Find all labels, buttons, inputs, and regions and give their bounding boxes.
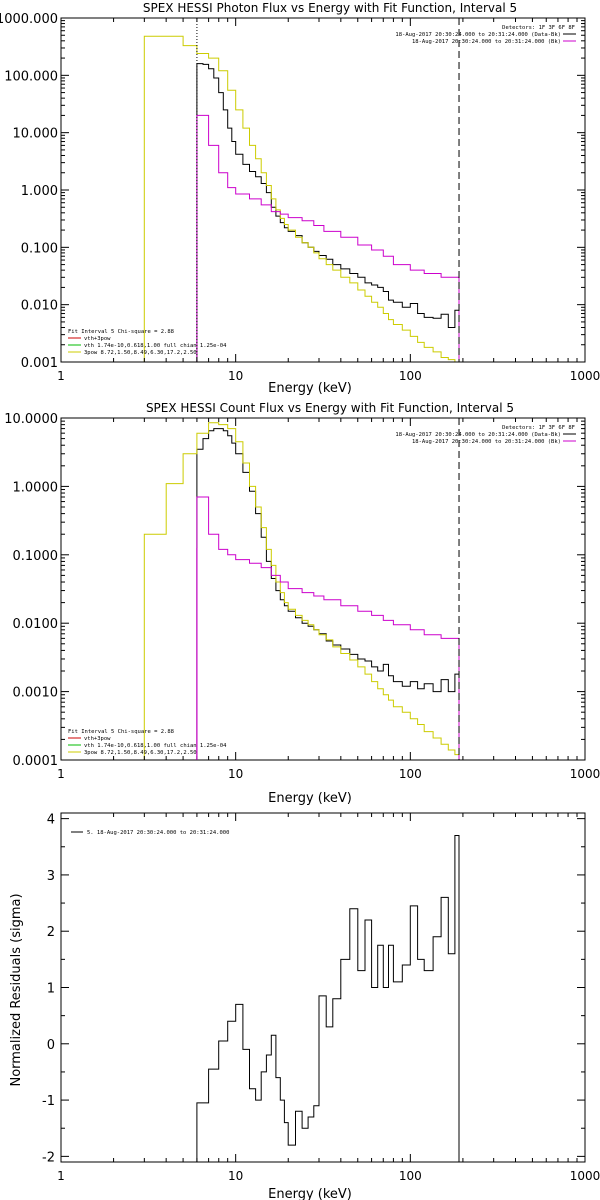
photon-flux-xtick-label: 1000 — [570, 369, 600, 383]
photon-flux-panel: SPEX HESSI Photon Flux vs Energy with Fi… — [0, 1, 600, 396]
residuals-ylabel: Normalized Residuals (sigma) — [9, 893, 24, 1086]
legend-data-bk-label: 18-Aug-2017 20:30:24.000 to 20:31:24.000… — [395, 432, 561, 438]
residuals-ytick-label: 3 — [47, 869, 55, 884]
legend-data-bk-label: 18-Aug-2017 20:30:24.000 to 20:31:24.000… — [395, 32, 561, 38]
count-flux-series-1 — [143, 422, 471, 761]
count-flux-panel: SPEX HESSI Count Flux vs Energy with Fit… — [4, 401, 600, 806]
photon-flux-legend-top: Detectors: 1F 3F 6F 8F 18-Aug-2017 20:30… — [395, 25, 576, 45]
photon-flux-series-0 — [196, 63, 460, 362]
photon-flux-series-1 — [143, 35, 459, 363]
count-flux-ytick-label: 0.1000 — [13, 549, 59, 564]
photon-flux-xtick-label: 1 — [57, 369, 65, 383]
photon-flux-series-2 — [196, 114, 460, 362]
photon-flux-ytick-label: 10.000 — [13, 127, 59, 142]
count-flux-plot-frame — [60, 417, 586, 761]
detectors-text: Detectors: 1F 3F 6F 8F — [502, 25, 575, 31]
count-flux-xtick-label: 100 — [399, 767, 422, 781]
count-flux-series-2 — [196, 496, 460, 760]
count-flux-xlabel: Energy (keV) — [268, 791, 352, 806]
residuals-xtick-label: 1000 — [570, 1169, 600, 1183]
count-flux-legend-top: Detectors: 1F 3F 6F 8F 18-Aug-2017 20:30… — [395, 425, 576, 445]
count-flux-ytick-label: 0.0100 — [13, 617, 59, 632]
photon-flux-title: SPEX HESSI Photon Flux vs Energy with Fi… — [143, 1, 517, 15]
photon-flux-xtick-label: 10 — [228, 369, 243, 383]
count-flux-ytick-label: 1.0000 — [13, 480, 59, 495]
residuals-series-0 — [196, 835, 460, 1162]
photon-flux-ytick-label: 0.100 — [21, 241, 58, 256]
count-flux-xtick-label: 1000 — [570, 767, 600, 781]
residuals-panel: 1 10 100 1000 -2 -1 0 1 2 3 4 Normalized Residuals… — [9, 812, 600, 1200]
residuals-xtick-label: 1 — [57, 1169, 65, 1183]
legend-vth3pow-label: vth+3pow — [84, 336, 111, 342]
residuals-legend-label: 5. 18-Aug-2017 20:30:24.000 to 20:31:24.… — [87, 830, 229, 836]
count-flux-title: SPEX HESSI Count Flux vs Energy with Fit… — [146, 401, 514, 415]
count-flux-xtick-label: 10 — [228, 767, 243, 781]
photon-flux-legend-bottom: Fit Interval 5 Chi-square = 2.88 vth+3po… — [68, 329, 227, 356]
count-flux-legend-bottom: Fit Interval 5 Chi-square = 2.88 vth+3po… — [68, 729, 227, 756]
legend-bk-label: 18-Aug-2017 20:30:24.000 to 20:31:24.000… — [412, 39, 561, 45]
residuals-ytick-label: 4 — [47, 813, 55, 828]
legend-vth-label: vth 1.74e-10,0.618,1.00 full chian 1.25e… — [84, 343, 227, 349]
photon-flux-ytick-label: 0.001 — [21, 356, 58, 371]
photon-flux-ytick-label: 0.010 — [21, 299, 58, 314]
legend-bk-label: 18-Aug-2017 20:30:24.000 to 20:31:24.000… — [412, 439, 561, 445]
residuals-xlabel: Energy (keV) — [268, 1187, 352, 1200]
detectors-text: Detectors: 1F 3F 6F 8F — [502, 425, 575, 431]
photon-flux-ytick-label: 100.000 — [4, 69, 58, 84]
legend-3pow-label: 3pow 8.72,1.50,8.49,6.30,17.2,2.50 — [84, 750, 197, 756]
photon-flux-plot-frame — [60, 17, 586, 363]
photon-flux-ytick-label: 1.000 — [21, 184, 58, 199]
residuals-ytick-label: 1 — [47, 982, 55, 997]
residuals-ytick-label: -2 — [42, 1150, 55, 1165]
legend-vth3pow-label: vth+3pow — [84, 736, 111, 742]
count-flux-ytick-label: 0.0010 — [13, 686, 59, 701]
photon-flux-xtick-label: 100 — [399, 369, 422, 383]
legend-vth-label: vth 1.74e-10,0.618,1.00 full chian 1.25e… — [84, 743, 227, 749]
count-flux-ytick-label: 0.0001 — [13, 754, 59, 769]
count-flux-ytick-label: 10.0000 — [4, 412, 58, 427]
residuals-legend: 5. 18-Aug-2017 20:30:24.000 to 20:31:24.… — [71, 830, 229, 836]
legend-3pow-label: 3pow 8.72,1.50,8.49,6.30,17.2,2.50 — [84, 350, 197, 356]
residuals-xtick-label: 10 — [228, 1169, 243, 1183]
photon-flux-ytick-label: 1000.000 — [0, 12, 58, 27]
count-flux-series-0 — [196, 428, 460, 760]
count-flux-xtick-label: 1 — [57, 767, 65, 781]
residuals-ytick-label: 2 — [47, 925, 55, 940]
residuals-xtick-label: 100 — [399, 1169, 422, 1183]
residuals-ytick-label: -1 — [42, 1094, 55, 1109]
fit-interval-text: Fit Interval 5 Chi-square = 2.88 — [68, 729, 174, 735]
residuals-plot-frame — [60, 812, 586, 1163]
residuals-ytick-label: 0 — [47, 1038, 55, 1053]
photon-flux-xlabel: Energy (keV) — [268, 381, 352, 396]
fit-interval-text: Fit Interval 5 Chi-square = 2.88 — [68, 329, 174, 335]
